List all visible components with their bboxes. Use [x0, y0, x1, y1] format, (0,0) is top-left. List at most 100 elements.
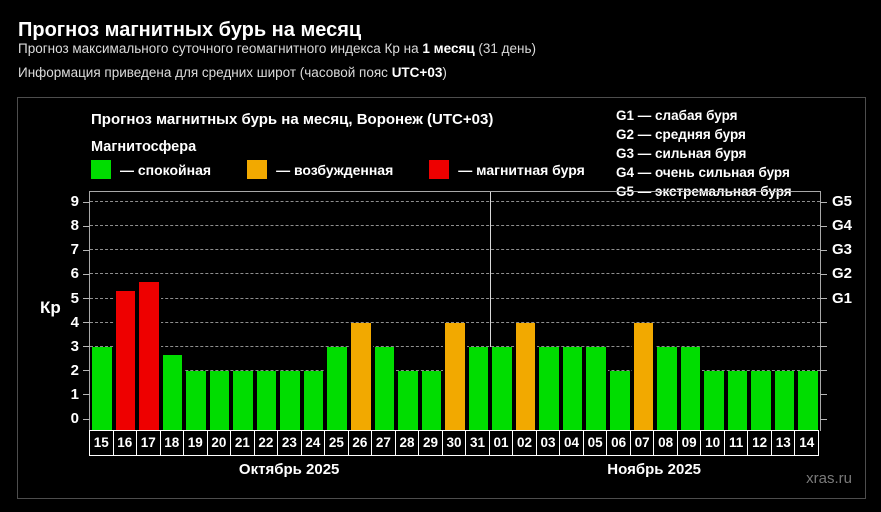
bar-day-19 [184, 370, 208, 431]
day-label-22: 22 [253, 430, 279, 456]
bar-day-11 [725, 370, 750, 431]
bar-cell-24 [301, 192, 326, 431]
bar-day-05 [584, 346, 609, 431]
day-label-16: 16 [112, 430, 138, 456]
gridline-8 [90, 225, 820, 227]
right-tick-0 [820, 418, 827, 420]
bar-cell-22 [254, 192, 279, 431]
bar-cell-18 [160, 192, 185, 431]
bar-day-12 [749, 370, 773, 431]
bar-cell-26 [349, 192, 373, 431]
bar-day-16 [113, 290, 138, 431]
left-tick-9 [83, 201, 90, 203]
gridline-5 [90, 297, 820, 299]
y-tick-label-7: 7 [70, 241, 79, 259]
g-scale-legend: G1 — слабая буря G2 — средняя буря G3 — си… [616, 106, 792, 201]
bar-cell-20 [207, 192, 232, 431]
g-legend-line-1: G1 — слабая буря [616, 108, 738, 123]
right-tick-9 [820, 201, 827, 203]
bar-day-22 [254, 370, 279, 431]
day-label-09: 09 [676, 430, 702, 456]
bar-cell-29 [419, 192, 444, 431]
left-tick-1 [83, 394, 90, 396]
bar-day-24 [301, 370, 326, 431]
legend-item-storm: — магнитная буря [429, 160, 585, 179]
y-tick-label-6: 6 [70, 265, 79, 283]
left-tick-2 [83, 370, 90, 372]
bar-cell-07 [631, 192, 656, 431]
subtitle2-suffix: ) [442, 65, 447, 80]
g-legend-line-4: G4 — очень сильная буря [616, 165, 790, 180]
bar-cell-19 [184, 192, 208, 431]
day-label-26: 26 [347, 430, 373, 456]
day-label-04: 04 [559, 430, 584, 456]
legend-label-excited: — возбужденная [276, 161, 394, 178]
left-tick-5 [83, 298, 90, 299]
bar-day-31 [466, 346, 491, 431]
bar-cell-11 [725, 192, 750, 431]
bar-cell-13 [772, 192, 797, 431]
left-tick-0 [83, 418, 90, 420]
day-label-07: 07 [629, 430, 655, 456]
right-tick-7 [820, 249, 827, 251]
bar-day-18 [160, 354, 185, 431]
day-label-12: 12 [747, 430, 772, 456]
bar-cell-25 [325, 192, 350, 431]
page-title: Прогноз магнитных бурь на месяц [18, 19, 362, 42]
gridline-4 [90, 321, 820, 323]
day-label-08: 08 [653, 430, 678, 456]
legend-item-quiet: — спокойная [91, 160, 211, 179]
bar-day-01 [490, 346, 514, 431]
legend-label-quiet: — спокойная [120, 161, 212, 178]
day-label-15: 15 [89, 430, 114, 456]
magnetosphere-legend: — спокойная — возбужденная — магнитная бур… [91, 160, 621, 179]
subtitle2-bold-timezone: UTC+03 [391, 65, 443, 80]
subtitle2-text: Информация приведена для средних широт (… [18, 65, 392, 80]
bar-day-21 [231, 370, 255, 431]
bar-day-20 [207, 370, 232, 431]
y-tick-label-5: 5 [70, 289, 79, 307]
day-label-11: 11 [723, 430, 749, 456]
bar-cell-27 [372, 192, 397, 431]
y-tick-label-9: 9 [70, 193, 79, 211]
day-label-01: 01 [488, 430, 514, 456]
day-label-29: 29 [418, 430, 443, 456]
day-label-20: 20 [206, 430, 232, 456]
bar-cell-03 [537, 192, 561, 431]
day-label-24: 24 [300, 430, 326, 456]
g-legend-line-3: G3 — сильная буря [616, 146, 747, 161]
left-tick-8 [83, 225, 90, 227]
y-tick-label-8: 8 [70, 217, 79, 235]
day-label-14: 14 [794, 430, 819, 456]
bars-row [90, 192, 820, 431]
legend-swatch-excited-icon [247, 160, 268, 179]
y-tick-label-4: 4 [70, 313, 79, 331]
day-label-19: 19 [183, 430, 208, 456]
y-tick-label-2: 2 [70, 361, 79, 379]
day-label-05: 05 [582, 430, 608, 456]
left-tick-6 [83, 273, 90, 275]
day-label-23: 23 [277, 430, 302, 456]
page-subtitle-forecast: Прогноз максимального суточного геомагни… [18, 41, 536, 56]
gridline-7 [90, 249, 820, 251]
subtitle-text: Прогноз максимального суточного геомагни… [18, 41, 423, 56]
y-tick-label-1: 1 [70, 385, 79, 403]
day-label-28: 28 [394, 430, 420, 456]
left-tick-4 [83, 322, 90, 324]
day-label-31: 31 [465, 430, 490, 456]
bar-cell-23 [278, 192, 302, 431]
bar-day-09 [678, 346, 703, 431]
bar-cell-04 [560, 192, 585, 431]
bar-day-17 [137, 282, 161, 431]
bar-cell-21 [231, 192, 255, 431]
y-axis-label: Кр [40, 298, 61, 317]
right-tick-5 [820, 298, 827, 299]
subtitle-bold-period: 1 месяц [422, 41, 475, 56]
bar-cell-05 [584, 192, 609, 431]
bar-cell-30 [443, 192, 467, 431]
bar-day-10 [702, 370, 726, 431]
bar-day-30 [443, 322, 467, 431]
bar-day-04 [560, 346, 585, 431]
bar-day-14 [796, 370, 820, 431]
legend-swatch-quiet-icon [91, 160, 111, 179]
